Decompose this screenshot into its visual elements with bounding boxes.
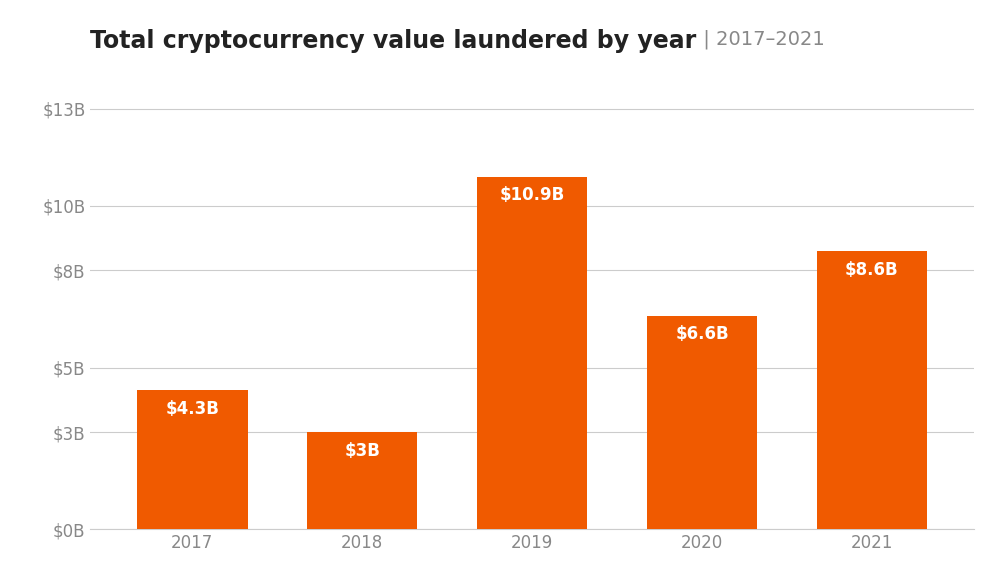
Text: $4.3B: $4.3B <box>165 400 219 418</box>
Bar <box>815 251 926 529</box>
Text: | 2017–2021: | 2017–2021 <box>696 29 823 49</box>
Text: $8.6B: $8.6B <box>845 261 898 279</box>
Text: $10.9B: $10.9B <box>499 186 564 205</box>
Bar <box>476 177 587 529</box>
Text: $6.6B: $6.6B <box>675 326 728 343</box>
Text: Total cryptocurrency value laundered by year: Total cryptocurrency value laundered by … <box>90 29 696 54</box>
Bar <box>307 432 417 529</box>
Bar <box>137 390 248 529</box>
Text: $3B: $3B <box>344 442 380 460</box>
Bar <box>646 316 756 529</box>
